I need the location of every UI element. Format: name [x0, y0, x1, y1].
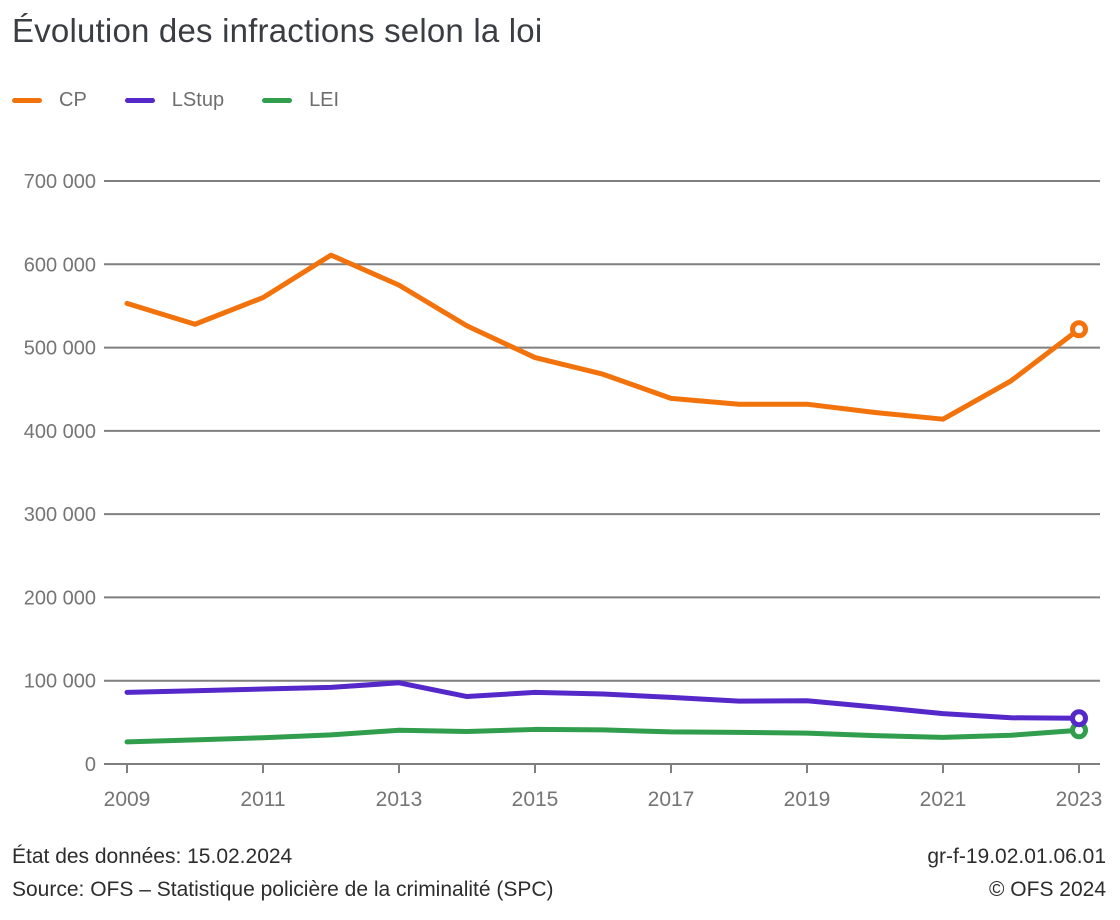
- x-axis-label: 2015: [512, 788, 559, 811]
- x-axis-label: 2021: [920, 788, 967, 811]
- legend-swatch-lstup-icon: [124, 98, 155, 103]
- x-axis-label: 2017: [648, 788, 695, 811]
- copyright-text: © OFS 2024: [988, 878, 1106, 901]
- chart-title: Évolution des infractions selon la loi: [12, 12, 543, 49]
- legend-label-cp: CP: [59, 89, 87, 111]
- y-axis-label: 700 000: [24, 171, 96, 193]
- x-axis-label: 2013: [376, 788, 423, 811]
- x-axis-label: 2011: [240, 788, 285, 811]
- end-marker-lstup: [1070, 709, 1088, 728]
- legend-swatch-lei-icon: [262, 98, 293, 103]
- series-line-lei: [124, 726, 1082, 745]
- x-axis-label: 2009: [104, 788, 151, 811]
- chart-reference-code: gr-f-19.02.01.06.01: [927, 845, 1106, 868]
- chart-footer: État des données: 15.02.2024 gr-f-19.02.…: [12, 840, 1106, 906]
- source-text: Source: OFS – Statistique policière de l…: [12, 878, 554, 901]
- data-status-text: État des données: 15.02.2024: [12, 845, 293, 868]
- y-axis-label: 200 000: [24, 587, 96, 609]
- x-axis-label: 2023: [1056, 788, 1103, 811]
- y-axis-label: 500 000: [24, 338, 96, 360]
- legend-item-lstup: LStup: [124, 89, 225, 112]
- legend: CP LStup LEI: [12, 89, 339, 112]
- legend-swatch-cp-icon: [12, 98, 42, 103]
- end-marker-cp: [1070, 320, 1088, 339]
- series-line-cp: [124, 252, 1082, 422]
- y-axis-label: 100 000: [24, 671, 96, 693]
- y-axis-label: 300 000: [24, 504, 96, 526]
- legend-item-lei: LEI: [262, 89, 339, 112]
- legend-label-lstup: LStup: [171, 89, 225, 111]
- footer-row-1: État des données: 15.02.2024 gr-f-19.02.…: [12, 840, 1106, 873]
- series-line-lstup: [124, 680, 1082, 721]
- footer-row-2: Source: OFS – Statistique policière de l…: [12, 873, 1106, 906]
- y-axis-label: 0: [85, 754, 96, 776]
- y-axis-label: 400 000: [24, 421, 96, 443]
- legend-item-cp: CP: [12, 89, 87, 112]
- y-axis-label: 600 000: [24, 254, 96, 276]
- x-axis-label: 2019: [784, 788, 831, 811]
- legend-label-lei: LEI: [309, 89, 340, 111]
